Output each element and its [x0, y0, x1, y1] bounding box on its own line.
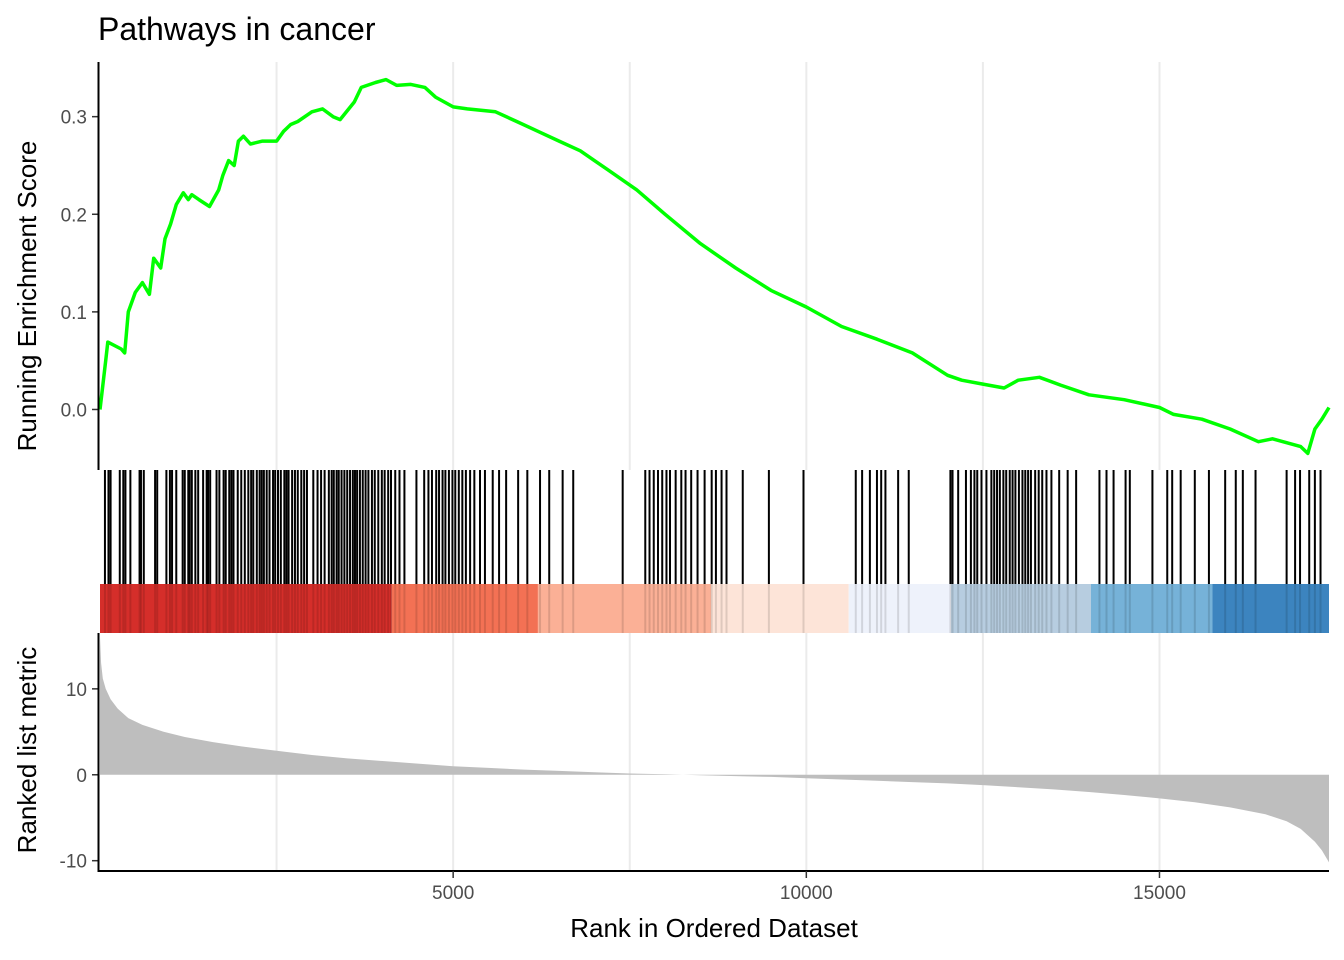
es-y-tick-label: 0.3	[61, 108, 87, 129]
rank-color-segment	[1090, 584, 1213, 633]
rank-color-segments	[100, 584, 1329, 633]
es-y-tick-label: 0.2	[61, 205, 87, 226]
ranked-metric-area	[100, 637, 1329, 863]
metric-y-tick-label: 10	[66, 680, 87, 701]
metric-gridlines	[275, 633, 1161, 871]
rank-color-band-panel	[100, 584, 1329, 633]
chart-title: Pathways in cancer	[98, 11, 376, 47]
x-axis-title: Rank in Ordered Dataset	[570, 913, 858, 943]
enrichment-score-panel: 0.0 0.1 0.2 0.3 Running Enrichment Score	[12, 62, 1331, 470]
rank-color-segment	[848, 584, 952, 633]
rank-color-segment	[1212, 584, 1329, 633]
rank-color-segment	[537, 584, 711, 633]
gene-hit-ticks	[103, 470, 1322, 584]
rank-color-segment	[391, 584, 538, 633]
es-y-tick-label: 0.1	[61, 303, 87, 324]
es-y-ticks: 0.0 0.1 0.2 0.3	[61, 108, 98, 421]
running-enrichment-score-line	[98, 77, 1331, 456]
ranked-metric-panel: -10 0 10 5000 10000 15000 Ranked list metric…	[12, 633, 1329, 943]
metric-y-tick-label: -10	[60, 852, 87, 873]
x-tick-label: 15000	[1133, 883, 1186, 904]
rank-color-segment	[951, 584, 1091, 633]
metric-y-tick-label: 0	[76, 766, 87, 787]
rank-color-segment	[100, 584, 392, 633]
es-gridlines	[275, 62, 1161, 470]
es-y-axis-title: Running Enrichment Score	[12, 141, 42, 452]
metric-y-ticks: -10 0 10	[60, 680, 98, 873]
x-tick-label: 10000	[780, 883, 833, 904]
es-y-tick-label: 0.0	[61, 400, 87, 421]
x-axis-ticks: 5000 10000 15000	[432, 871, 1186, 904]
metric-y-axis-title: Ranked list metric	[12, 647, 42, 854]
rank-color-segment	[710, 584, 849, 633]
x-tick-label: 5000	[432, 883, 474, 904]
rank-band-hit-marks	[103, 584, 1322, 633]
gene-hits-panel	[103, 470, 1322, 584]
